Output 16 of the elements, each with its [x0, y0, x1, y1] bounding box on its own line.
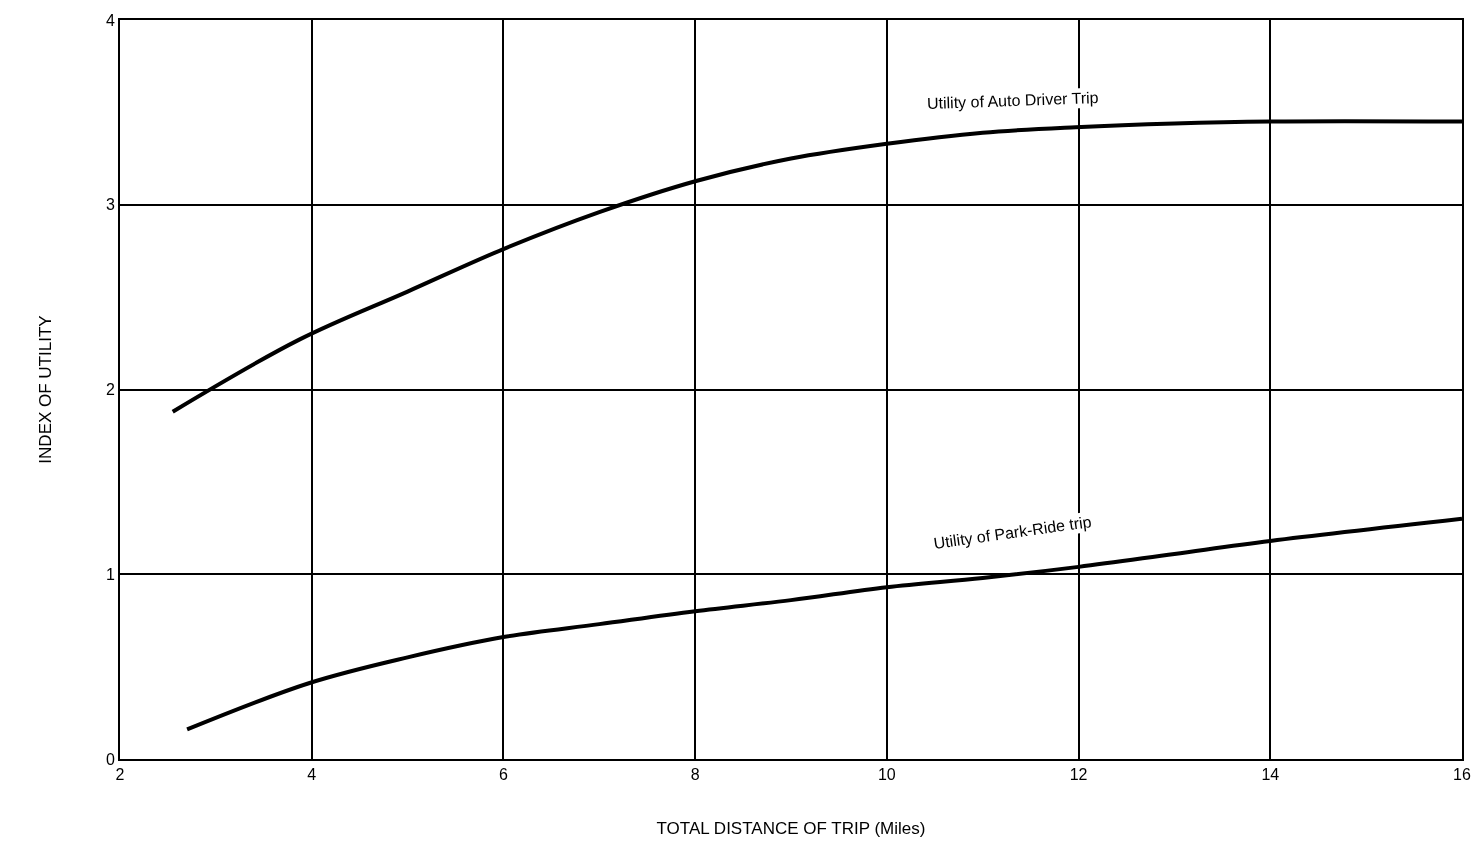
- x-axis-title: TOTAL DISTANCE OF TRIP (Miles): [656, 819, 926, 839]
- x-tick-label: 4: [307, 766, 317, 784]
- x-tick-label: 12: [1069, 766, 1088, 784]
- x-tick-label: 10: [877, 766, 896, 784]
- series-label: Utility of Auto Driver Trip: [926, 89, 1099, 112]
- text: Utility of Park-Ride trip: [932, 513, 1093, 553]
- y-tick-label: 2: [105, 381, 115, 399]
- x-tick-label: 16: [1453, 766, 1471, 784]
- y-tick-label: 1: [105, 565, 115, 583]
- y-tick-label: 4: [105, 11, 115, 29]
- x-tick-label: 14: [1261, 766, 1280, 784]
- x-tick-label: 6: [498, 766, 508, 784]
- y-tick-label: 0: [105, 750, 115, 768]
- x-tick-label: 8: [690, 766, 700, 784]
- y-axis-title: INDEX OF UTILITY: [35, 315, 55, 464]
- y-tick-label: 3: [105, 196, 115, 214]
